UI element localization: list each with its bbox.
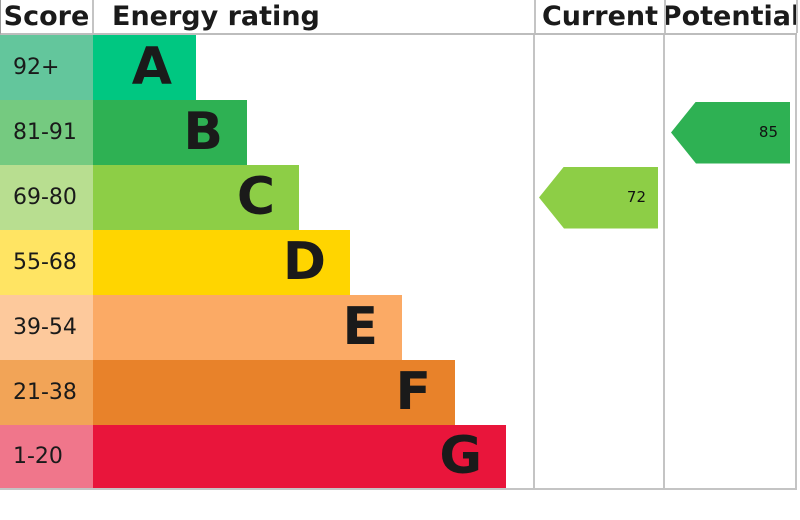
band-bar-cell: D (93, 230, 533, 295)
current-rating-arrow: 72 (539, 166, 658, 229)
band-potential-cell (663, 360, 797, 425)
band-potential-cell (663, 165, 797, 230)
potential-rating-value: 85 (758, 123, 778, 141)
band-current-cell (533, 100, 663, 165)
band-score-range: 21-38 (0, 360, 93, 425)
band-bar-cell: G (93, 425, 533, 488)
band-row: 39-54 E (0, 295, 797, 360)
band-bar-cell: F (93, 360, 533, 425)
band-letter: C (236, 166, 275, 227)
current-column-header: Current (534, 0, 664, 33)
band-letter: G (439, 425, 482, 486)
band-bar: D (93, 230, 350, 295)
potential-column-header: Potential (664, 0, 798, 33)
band-score-range: 92+ (0, 35, 93, 100)
band-bar-cell: B (93, 100, 533, 165)
band-score-range: 69-80 (0, 165, 93, 230)
band-row: 1-20 G (0, 425, 797, 490)
band-potential-cell (663, 425, 797, 488)
band-current-cell (533, 35, 663, 100)
band-current-cell (533, 425, 663, 488)
band-letter: D (282, 231, 326, 292)
band-potential-cell (663, 230, 797, 295)
band-potential-cell: 85 (663, 100, 797, 165)
band-current-cell (533, 360, 663, 425)
band-bar: B (93, 100, 247, 165)
epc-rating-chart: Score Energy rating Current Potential 92… (0, 0, 798, 490)
band-letter: B (183, 101, 223, 162)
band-current-cell (533, 230, 663, 295)
band-row: 92+ A (0, 35, 797, 100)
current-rating-value: 72 (626, 188, 646, 206)
band-bar: G (93, 425, 506, 488)
band-score-range: 55-68 (0, 230, 93, 295)
band-bar: E (93, 295, 402, 360)
band-row: 69-80 C 72 (0, 165, 797, 230)
band-potential-cell (663, 35, 797, 100)
band-row: 55-68 D (0, 230, 797, 295)
band-bar-cell: A (93, 35, 533, 100)
band-letter: F (395, 361, 431, 422)
energy-rating-column-header: Energy rating (112, 1, 320, 32)
band-score-range: 1-20 (0, 425, 93, 488)
potential-rating-arrow: 85 (671, 101, 790, 164)
band-row: 21-38 F (0, 360, 797, 425)
band-bar-cell: C (93, 165, 533, 230)
band-current-cell (533, 295, 663, 360)
band-score-range: 39-54 (0, 295, 93, 360)
epc-rows: 92+ A 81-91 B (0, 35, 797, 490)
band-score-range: 81-91 (0, 100, 93, 165)
band-row: 81-91 B 85 (0, 100, 797, 165)
band-current-cell: 72 (533, 165, 663, 230)
score-column-header: Score (1, 0, 94, 33)
band-bar: A (93, 35, 196, 100)
band-potential-cell (663, 295, 797, 360)
epc-header: Score Energy rating Current Potential (0, 0, 798, 35)
band-bar: F (93, 360, 455, 425)
band-letter: E (342, 296, 378, 357)
band-letter: A (131, 36, 172, 97)
band-bar: C (93, 165, 299, 230)
band-bar-cell: E (93, 295, 533, 360)
